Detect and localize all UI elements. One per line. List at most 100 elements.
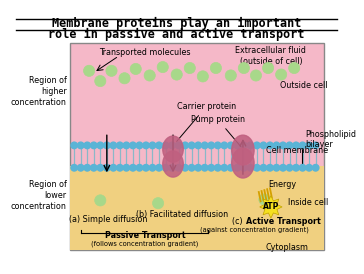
Circle shape (149, 164, 156, 171)
Text: Carrier protein: Carrier protein (177, 102, 236, 141)
Circle shape (273, 164, 280, 171)
Circle shape (95, 75, 106, 87)
Circle shape (91, 164, 97, 171)
Circle shape (286, 142, 293, 149)
Circle shape (289, 62, 300, 74)
Circle shape (221, 164, 228, 171)
Text: (c): (c) (232, 217, 245, 226)
Text: ATP: ATP (263, 202, 279, 212)
Circle shape (162, 164, 169, 171)
Circle shape (299, 142, 306, 149)
Circle shape (144, 70, 155, 81)
Circle shape (201, 164, 208, 171)
Text: (follows concentration gradient): (follows concentration gradient) (91, 240, 199, 247)
Circle shape (119, 73, 130, 84)
Text: Outside cell: Outside cell (280, 81, 328, 90)
Circle shape (225, 70, 236, 81)
Text: Region of
higher
concentration: Region of higher concentration (11, 76, 67, 107)
Circle shape (306, 164, 312, 171)
Circle shape (276, 69, 287, 80)
Circle shape (91, 142, 97, 149)
Circle shape (143, 164, 149, 171)
Circle shape (234, 142, 241, 149)
Circle shape (280, 164, 286, 171)
Circle shape (136, 142, 143, 149)
Ellipse shape (232, 135, 254, 165)
Circle shape (130, 142, 136, 149)
Circle shape (116, 164, 123, 171)
Circle shape (197, 71, 209, 82)
Text: Cytoplasm: Cytoplasm (265, 242, 308, 252)
Circle shape (312, 164, 319, 171)
Circle shape (201, 142, 208, 149)
Text: (a) Simple diffusion: (a) Simple diffusion (68, 215, 147, 224)
Circle shape (123, 142, 130, 149)
Circle shape (149, 142, 156, 149)
Circle shape (84, 142, 91, 149)
Circle shape (260, 142, 267, 149)
Circle shape (273, 142, 280, 149)
Circle shape (210, 62, 221, 74)
Circle shape (184, 62, 195, 74)
Circle shape (267, 142, 273, 149)
Circle shape (110, 164, 116, 171)
Circle shape (189, 164, 195, 171)
Circle shape (259, 194, 270, 205)
Circle shape (280, 142, 286, 149)
Ellipse shape (163, 151, 183, 177)
Circle shape (97, 164, 104, 171)
Circle shape (262, 62, 274, 74)
Circle shape (189, 142, 195, 149)
Circle shape (110, 142, 116, 149)
Circle shape (175, 164, 182, 171)
Circle shape (71, 142, 78, 149)
Circle shape (208, 142, 214, 149)
Circle shape (241, 142, 247, 149)
Circle shape (182, 164, 189, 171)
Circle shape (267, 164, 273, 171)
Text: Inside cell: Inside cell (288, 198, 328, 207)
Circle shape (214, 142, 221, 149)
Circle shape (306, 142, 312, 149)
Text: Passive Transport: Passive Transport (105, 231, 185, 240)
Circle shape (104, 164, 110, 171)
Circle shape (169, 142, 175, 149)
Bar (71, 43, 324, 250)
Text: (against concentration gradient): (against concentration gradient) (200, 227, 309, 233)
Circle shape (143, 142, 149, 149)
Text: role in passive and active transport: role in passive and active transport (48, 28, 305, 41)
Circle shape (238, 62, 249, 74)
Circle shape (169, 164, 175, 171)
Circle shape (247, 164, 254, 171)
Circle shape (106, 65, 117, 76)
Circle shape (130, 164, 136, 171)
Text: Extracellular fluid
(outside of cell): Extracellular fluid (outside of cell) (236, 46, 306, 65)
Text: Active Transport: Active Transport (246, 217, 320, 226)
Circle shape (299, 164, 306, 171)
Ellipse shape (232, 148, 254, 178)
Text: Cell membrane: Cell membrane (266, 147, 328, 155)
Circle shape (95, 195, 106, 206)
Circle shape (116, 142, 123, 149)
Circle shape (104, 142, 110, 149)
Circle shape (286, 164, 293, 171)
Circle shape (195, 142, 201, 149)
Circle shape (254, 142, 260, 149)
Text: Transported molecules: Transported molecules (99, 48, 191, 57)
Text: Phospholipid
bilayer: Phospholipid bilayer (305, 130, 356, 150)
Circle shape (228, 142, 234, 149)
Circle shape (221, 142, 228, 149)
Circle shape (182, 142, 189, 149)
Circle shape (156, 142, 162, 149)
Circle shape (162, 142, 169, 149)
Text: (b) Facilitated diffusion: (b) Facilitated diffusion (136, 210, 228, 219)
Ellipse shape (163, 136, 183, 162)
Circle shape (254, 164, 260, 171)
Circle shape (228, 164, 234, 171)
Circle shape (83, 65, 95, 76)
Text: Membrane proteins play an important: Membrane proteins play an important (52, 17, 301, 30)
Bar (71, 166, 324, 250)
Circle shape (260, 164, 267, 171)
Polygon shape (260, 196, 282, 218)
Circle shape (208, 164, 214, 171)
